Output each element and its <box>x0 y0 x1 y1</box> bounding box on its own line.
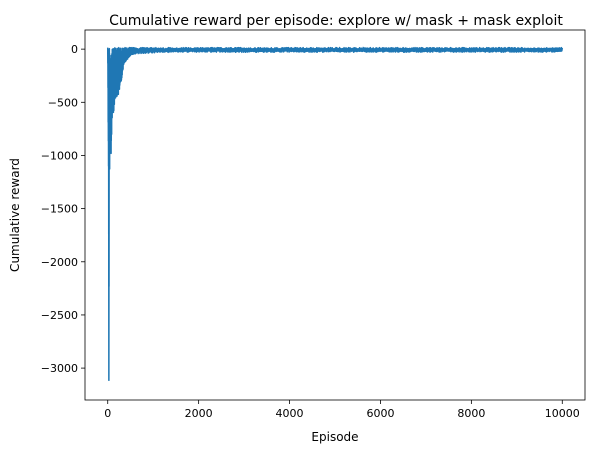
y-tick-label: −1000 <box>41 149 78 162</box>
y-tick-label: −1500 <box>41 203 78 216</box>
x-tick-label: 4000 <box>276 407 304 420</box>
series-line <box>106 46 564 288</box>
plot-frame <box>84 29 586 401</box>
y-tick-label: −2000 <box>41 256 78 269</box>
y-axis: 0 −500 −1000 −1500 −2000 −2500 −3000 <box>41 43 85 375</box>
chart-title: Cumulative reward per episode: explore w… <box>109 13 563 29</box>
x-tick-label: 8000 <box>457 407 485 420</box>
x-tick-label: 6000 <box>366 407 394 420</box>
x-tick-label: 10000 <box>545 407 580 420</box>
y-tick-label: −500 <box>48 96 78 109</box>
x-axis-label: Episode <box>311 430 358 444</box>
y-tick-label: −2500 <box>41 309 78 322</box>
plot-area <box>106 46 564 381</box>
x-axis: 0 2000 4000 6000 8000 10000 <box>104 400 580 420</box>
x-tick-label: 2000 <box>185 407 213 420</box>
y-tick-label: −3000 <box>41 362 78 375</box>
y-axis-label: Cumulative reward <box>8 158 22 272</box>
x-tick-label: 0 <box>104 407 111 420</box>
y-tick-label: 0 <box>71 43 78 56</box>
